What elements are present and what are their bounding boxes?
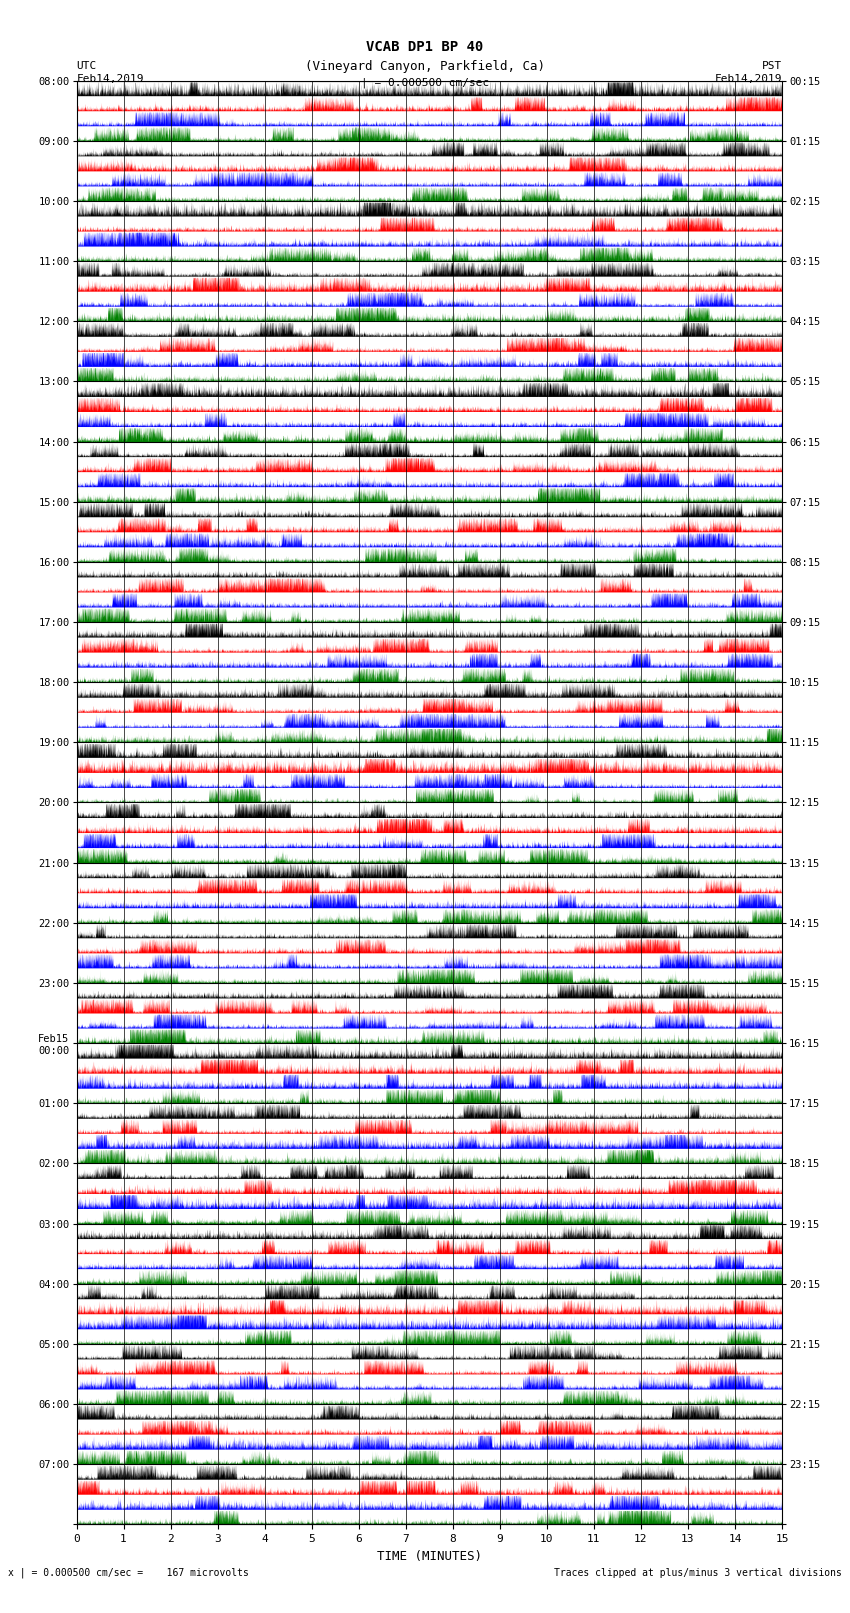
Text: | = 0.000500 cm/sec: | = 0.000500 cm/sec <box>361 77 489 89</box>
Text: Feb14,2019: Feb14,2019 <box>76 74 144 84</box>
Text: UTC: UTC <box>76 61 97 71</box>
Text: Feb14,2019: Feb14,2019 <box>715 74 782 84</box>
Text: (Vineyard Canyon, Parkfield, Ca): (Vineyard Canyon, Parkfield, Ca) <box>305 60 545 73</box>
Text: PST: PST <box>762 61 782 71</box>
X-axis label: TIME (MINUTES): TIME (MINUTES) <box>377 1550 482 1563</box>
Text: x | = 0.000500 cm/sec =    167 microvolts: x | = 0.000500 cm/sec = 167 microvolts <box>8 1566 249 1578</box>
Text: Traces clipped at plus/minus 3 vertical divisions: Traces clipped at plus/minus 3 vertical … <box>553 1568 842 1578</box>
Text: VCAB DP1 BP 40: VCAB DP1 BP 40 <box>366 40 484 55</box>
